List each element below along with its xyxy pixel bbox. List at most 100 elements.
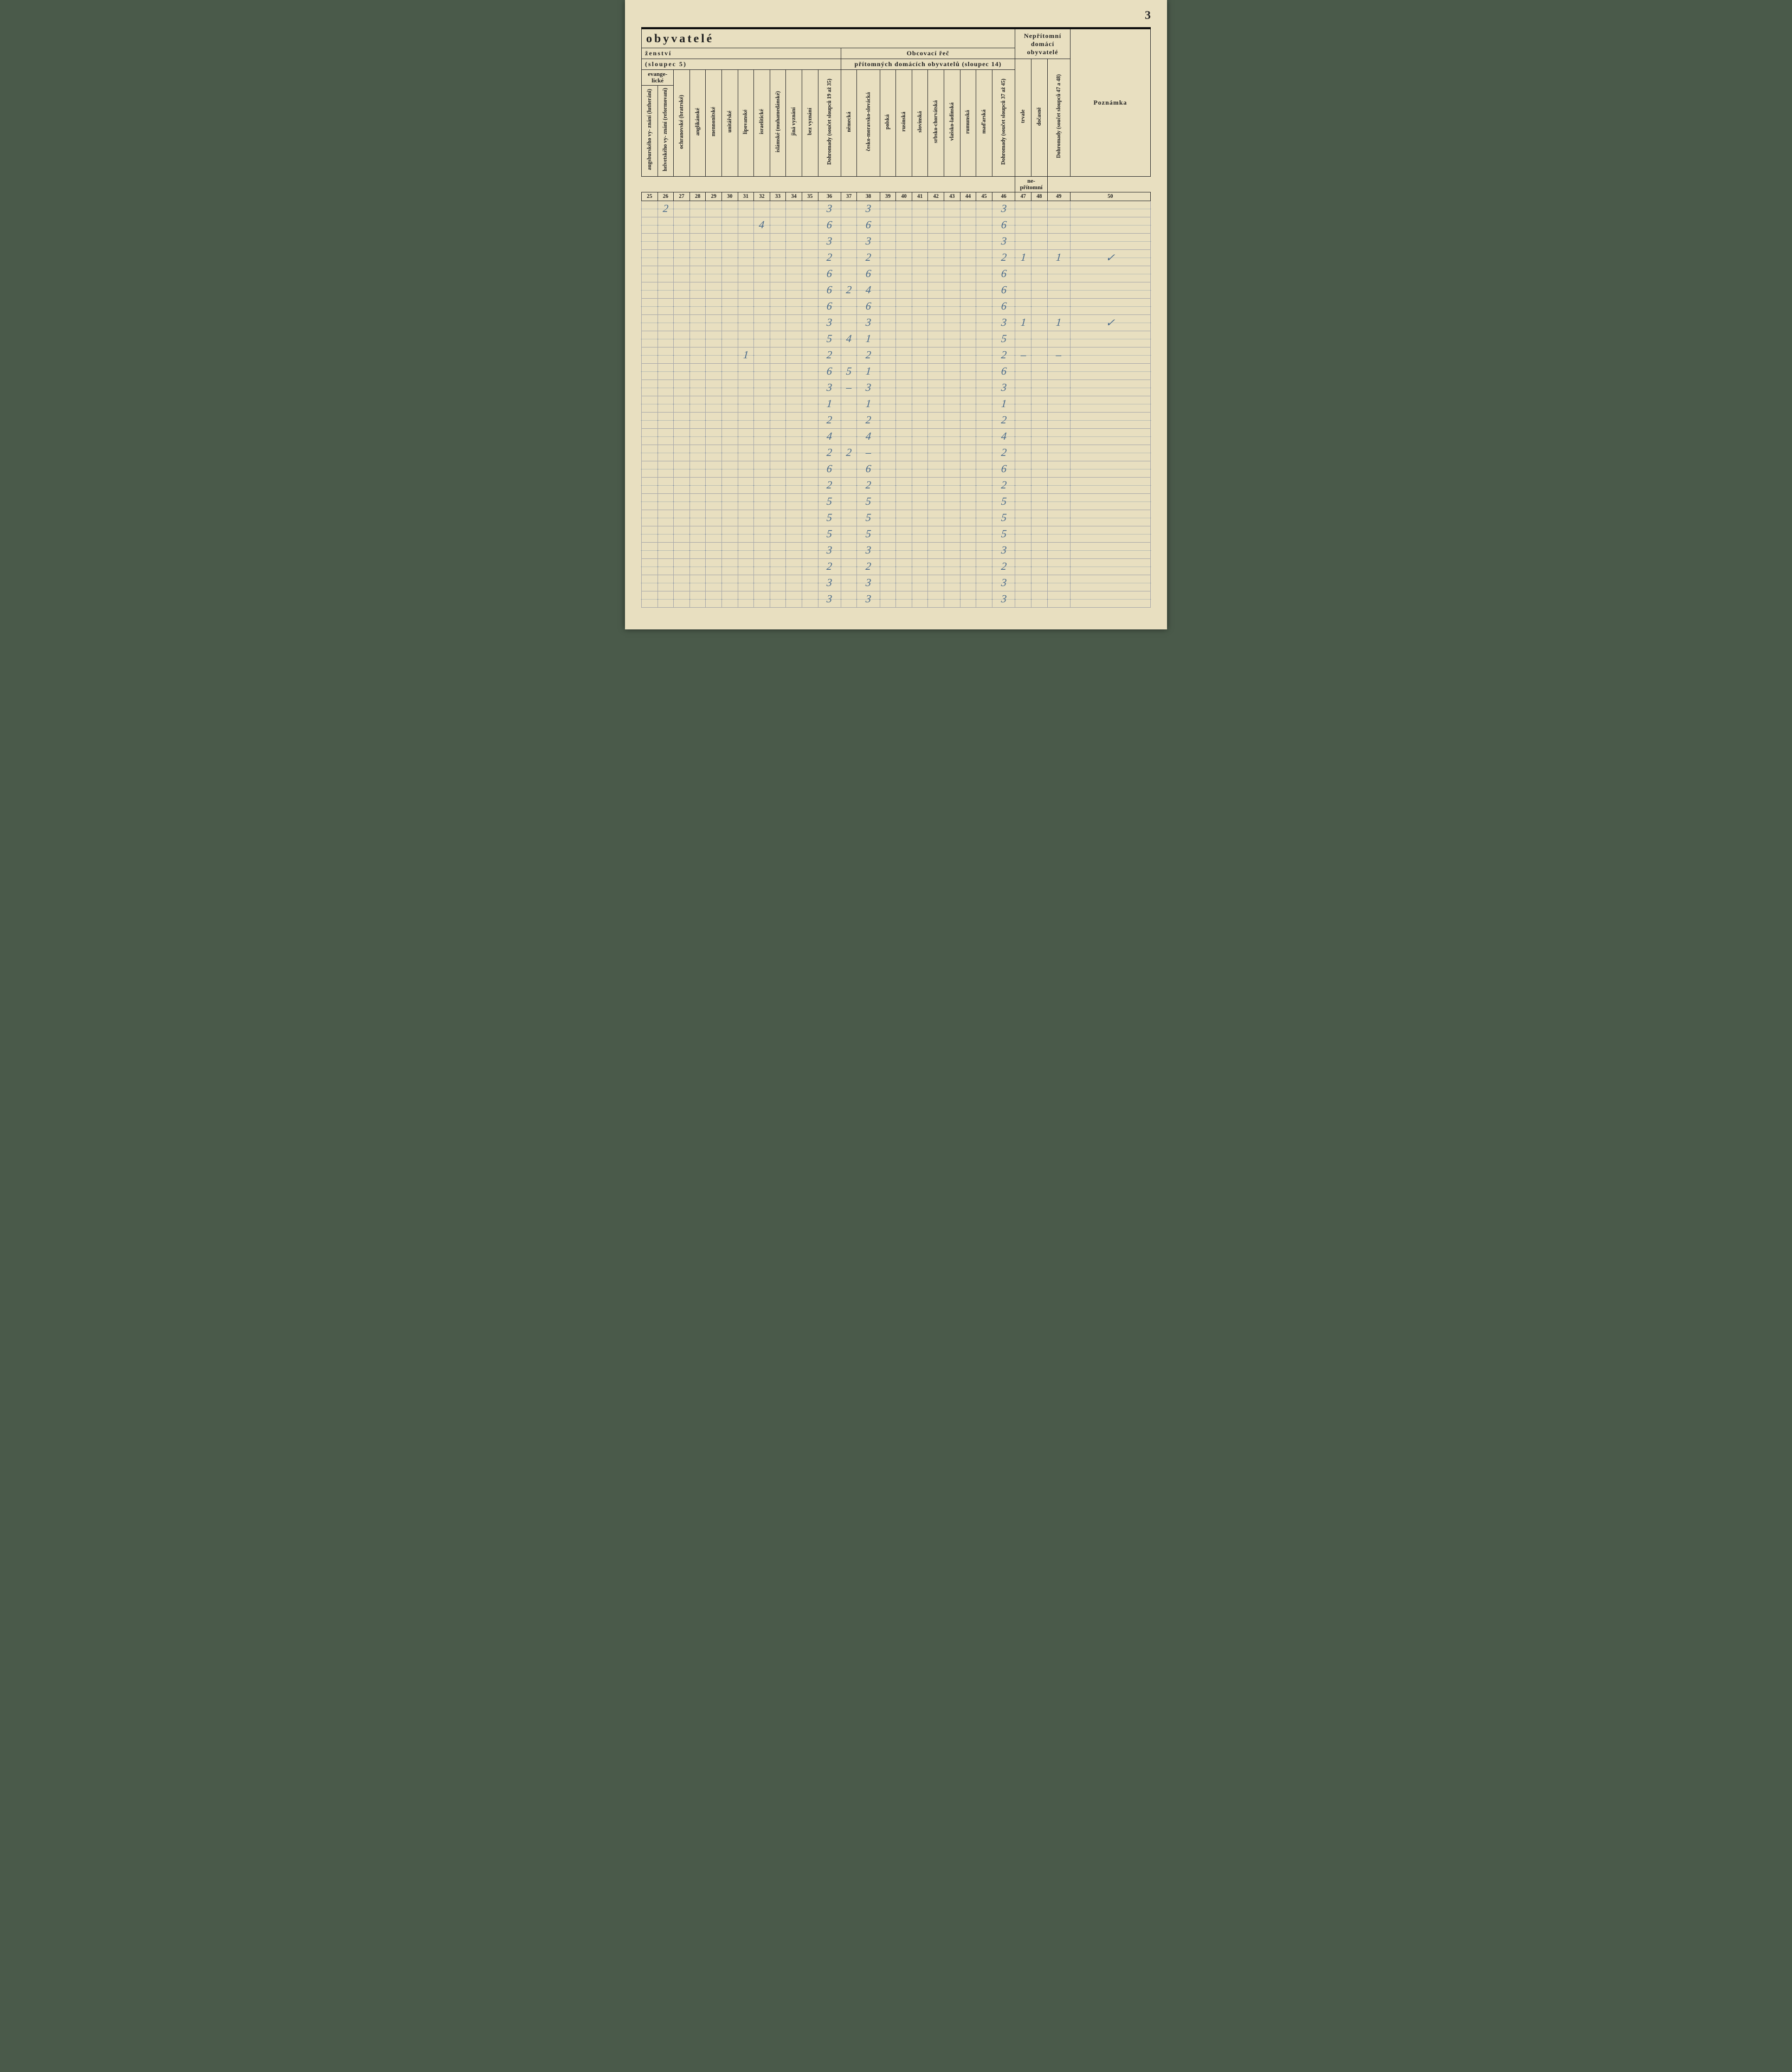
cell-c31 [738, 542, 754, 558]
cell-c38: 2 [857, 477, 880, 493]
cell-c42 [928, 298, 944, 314]
cell-c36: 6 [818, 266, 841, 282]
cell-c35 [802, 396, 818, 412]
cell-c29 [706, 314, 722, 331]
cell-c43 [944, 363, 961, 379]
cell-c40 [896, 412, 912, 428]
cell-c34 [786, 363, 802, 379]
table-row: 33311✓ [642, 314, 1151, 331]
cell-c39 [880, 477, 896, 493]
table-row: 4666 [642, 217, 1151, 233]
cell-c48 [1031, 461, 1047, 477]
cell-c43 [944, 249, 961, 266]
cell-c48 [1031, 379, 1047, 396]
cell-c25 [642, 217, 658, 233]
cell-c49 [1047, 591, 1070, 607]
cell-c30 [721, 282, 738, 298]
cell-c43 [944, 591, 961, 607]
cell-c31 [738, 233, 754, 249]
cell-c31 [738, 575, 754, 591]
cell-c39 [880, 493, 896, 510]
cell-c31 [738, 379, 754, 396]
cell-c35 [802, 249, 818, 266]
cell-c33 [770, 461, 786, 477]
col-header-29: mennonitské [706, 70, 722, 177]
cell-c40 [896, 331, 912, 347]
cell-c29 [706, 445, 722, 461]
cell-c34 [786, 379, 802, 396]
cell-c26 [658, 331, 674, 347]
table-row: 3–33 [642, 379, 1151, 396]
cell-c29 [706, 461, 722, 477]
cell-c25 [642, 298, 658, 314]
table-row: 222 [642, 477, 1151, 493]
cell-c31 [738, 477, 754, 493]
cell-c30 [721, 510, 738, 526]
cell-c35 [802, 412, 818, 428]
cell-c44 [960, 314, 976, 331]
cell-c48 [1031, 591, 1047, 607]
cell-c37: 5 [841, 363, 857, 379]
cell-c31 [738, 461, 754, 477]
cell-c47 [1015, 461, 1032, 477]
cell-c33 [770, 331, 786, 347]
col-header-38: česko-moravsko-slovácká [857, 70, 880, 177]
cell-c25 [642, 526, 658, 542]
cell-c31 [738, 591, 754, 607]
cell-c37 [841, 217, 857, 233]
cell-c32 [754, 347, 770, 363]
cell-c49 [1047, 363, 1070, 379]
cell-c38: 6 [857, 461, 880, 477]
cell-c34 [786, 558, 802, 575]
cell-c46: 3 [992, 379, 1015, 396]
cell-c36: 5 [818, 510, 841, 526]
cell-c32 [754, 233, 770, 249]
table-header: obyvatelé Nepřítomní domácí obyvatelé Po… [642, 28, 1151, 201]
cell-c39 [880, 217, 896, 233]
cell-c37 [841, 542, 857, 558]
cell-c42 [928, 233, 944, 249]
cell-c26 [658, 282, 674, 298]
cell-c42 [928, 363, 944, 379]
cell-c44 [960, 461, 976, 477]
cell-c36: 3 [818, 233, 841, 249]
cell-c34 [786, 217, 802, 233]
cell-c43 [944, 314, 961, 331]
cell-c47: 1 [1015, 249, 1032, 266]
cell-c45 [976, 331, 992, 347]
cell-c29 [706, 477, 722, 493]
cell-c46: 2 [992, 347, 1015, 363]
table-row: 222 [642, 558, 1151, 575]
cell-c41 [912, 396, 928, 412]
cell-c31 [738, 428, 754, 445]
cell-c50 [1070, 347, 1150, 363]
col-header-46: Dohromady (součet sloupců 37 až 45) [992, 70, 1015, 177]
cell-c41 [912, 510, 928, 526]
cell-c27 [674, 233, 690, 249]
cell-c47 [1015, 575, 1032, 591]
cell-c45 [976, 412, 992, 428]
cell-c40 [896, 363, 912, 379]
cell-c26 [658, 493, 674, 510]
cell-c33 [770, 428, 786, 445]
cell-c36: 6 [818, 217, 841, 233]
cell-c46: 2 [992, 445, 1015, 461]
cell-c40 [896, 266, 912, 282]
table-row: 666 [642, 298, 1151, 314]
cell-c27 [674, 575, 690, 591]
table-row: 333 [642, 233, 1151, 249]
cell-c27 [674, 363, 690, 379]
cell-c34 [786, 445, 802, 461]
cell-c30 [721, 575, 738, 591]
cell-c45 [976, 314, 992, 331]
col-header-32: israelitické [754, 70, 770, 177]
cell-c37 [841, 233, 857, 249]
cell-c40 [896, 591, 912, 607]
cell-c37 [841, 477, 857, 493]
cell-c48 [1031, 331, 1047, 347]
cell-c47 [1015, 363, 1032, 379]
cell-c50 [1070, 445, 1150, 461]
cell-c41 [912, 331, 928, 347]
cell-c47 [1015, 493, 1032, 510]
cell-c49: – [1047, 347, 1070, 363]
